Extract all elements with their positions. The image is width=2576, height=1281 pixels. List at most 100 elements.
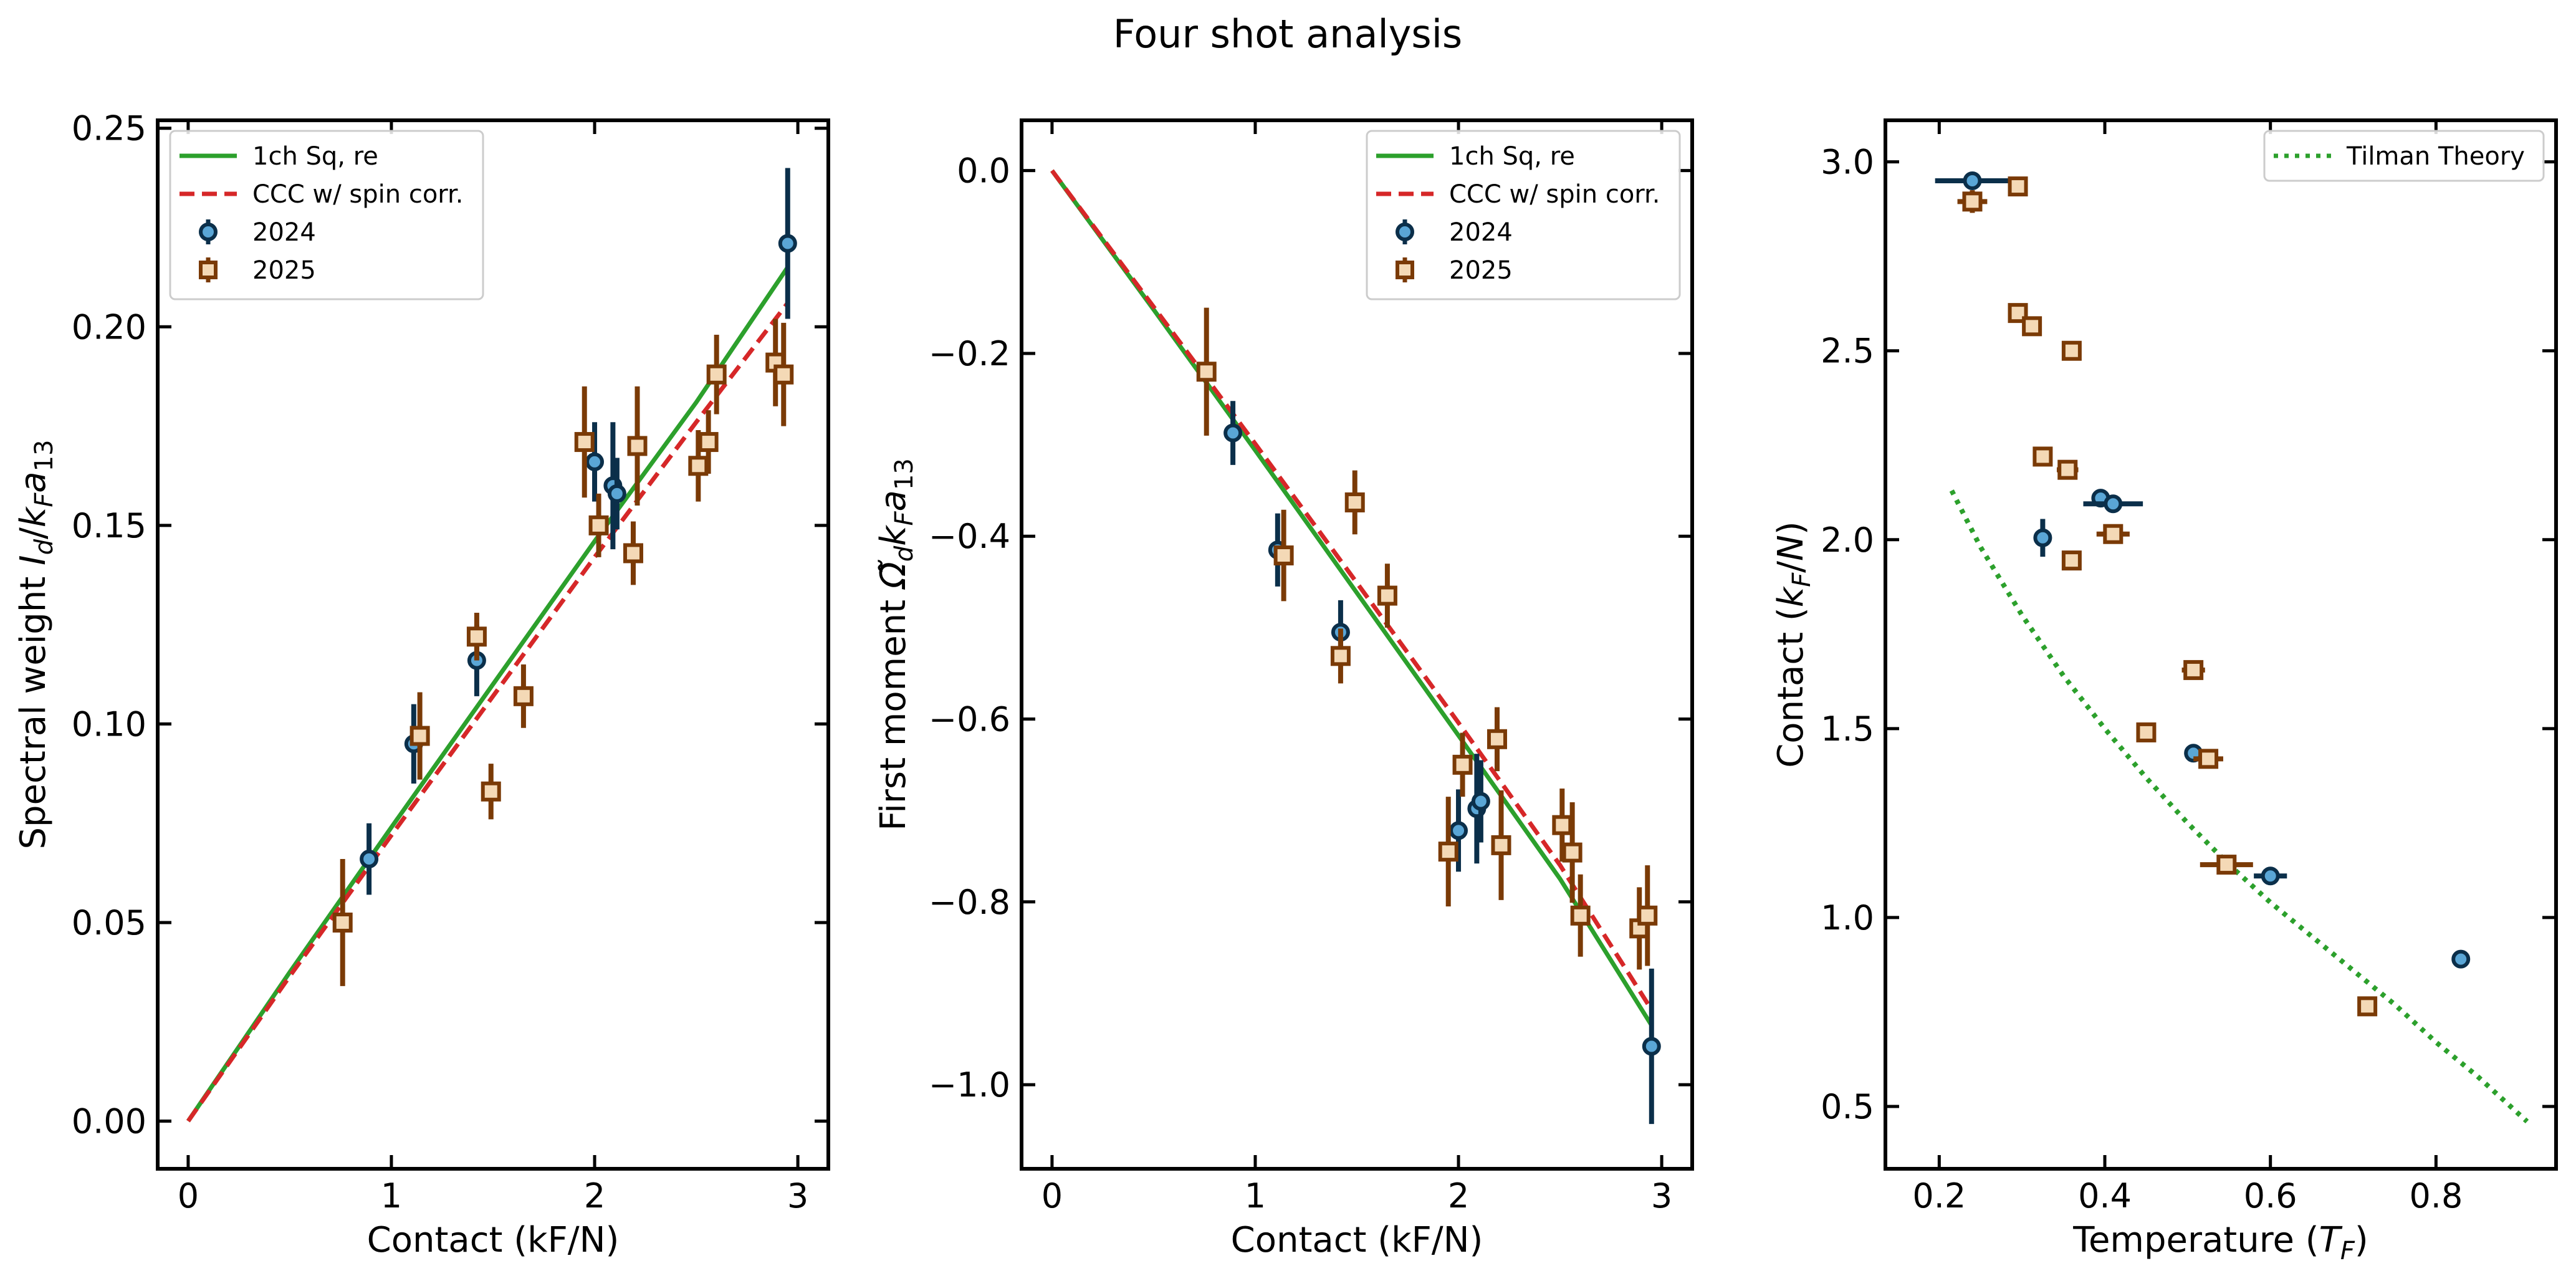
legend-label: Tilman Theory [2346,142,2525,171]
data-point-2025 [698,432,719,453]
x-tick-label: 0 [1041,1176,1063,1216]
x-tick-label: 1 [1245,1176,1266,1216]
data-point-2025 [627,436,648,456]
data-point-2024 [778,234,797,253]
data-point-2025 [2033,446,2053,467]
panel-first-moment: Contact (kF/N) First moment Ω̃dkFa13 0 1 2… [873,118,1694,1260]
y-tick-label: 0.15 [72,506,146,545]
data-point-2024 [1963,171,1982,190]
y-tick-label: −0.8 [929,883,1010,922]
data-point-2025 [2357,996,2378,1017]
line-layer [1050,169,1654,1027]
data-point-2024 [360,850,379,869]
data-point-2025 [588,515,609,535]
line-layer [186,266,790,1123]
data-point-2025 [2198,749,2219,769]
legend-label: 2025 [1449,256,1513,285]
data-point-2024 [1471,792,1490,811]
legend-frame [169,130,484,300]
legend-label: 2025 [252,256,316,285]
y-tick-label: 0.20 [72,307,146,347]
point-layer [1196,307,1661,1125]
x-tick-label: 0.8 [2409,1176,2463,1216]
data-point-2025 [1330,646,1351,666]
y-tick-label: 0.5 [1821,1087,1874,1126]
x-tick-label: 2 [1448,1176,1469,1216]
y-tick-label: 0.25 [72,109,146,148]
series-line [1050,169,1654,1027]
x-tick-label: 1 [381,1176,402,1216]
y-tick-label: 1.5 [1821,709,1874,749]
legend-frame [2263,130,2545,182]
legend-label: 2024 [1449,218,1513,247]
legend-swatch-2024 [1396,223,1414,241]
legend: 1ch Sq, re CCC w/ spin corr. 2024 2025 [169,130,484,300]
data-point-2025 [2061,340,2082,361]
y-tick-label: 0.10 [72,704,146,744]
data-point-2025 [2136,722,2157,742]
data-point-2025 [2008,176,2028,197]
data-point-2025 [1491,835,1511,855]
legend-frame [1366,130,1681,300]
data-point-2025 [481,781,501,802]
data-point-2025 [1196,362,1217,382]
data-point-2025 [623,543,643,564]
panel-first-moment-frame [1020,118,1694,1171]
data-point-2024 [2451,949,2471,969]
data-point-2025 [688,456,709,476]
legend-swatch-2025 [199,261,218,279]
data-point-2025 [1570,905,1591,926]
data-point-2025 [2183,660,2204,680]
data-point-2025 [1344,492,1365,512]
x-tick-label: 0.4 [2078,1176,2132,1216]
data-point-2025 [1487,729,1507,749]
data-point-2025 [1273,545,1294,566]
tick-layer: 0 1 2 3 0.00 0.05 0.10 0.15 0.20 0.25 [72,109,828,1216]
y-tick-label: −1.0 [929,1065,1010,1105]
data-point-2025 [1377,585,1397,606]
y-tick-label: 2.0 [1821,521,1874,560]
legend-label: CCC w/ spin corr. [252,180,464,209]
data-point-2025 [574,432,595,453]
panel-contact-vs-temperature-frame [1884,118,2558,1171]
legend-label: CCC w/ spin corr. [1449,180,1660,209]
data-point-2025 [409,726,430,746]
data-point-2024 [2104,494,2123,514]
tick-layer: 0 1 2 3 0.0 −0.2 −0.4 −0.6 −0.8 −1.0 [929,120,1692,1216]
x-tick-label: 0.2 [1912,1176,1966,1216]
y-tick-label: 0.00 [72,1102,146,1141]
x-axis-label: Contact (kF/N) [1231,1220,1483,1260]
legend-label: 1ch Sq, re [1449,142,1575,171]
y-tick-label: 1.0 [1821,898,1874,938]
legend-swatch-2024 [199,223,218,241]
data-point-2025 [1637,905,1658,926]
data-point-2024 [1449,821,1468,840]
y-axis-label: First moment Ω̃dkFa13 [873,458,919,831]
x-tick-label: 3 [1651,1176,1672,1216]
point-layer [332,168,797,986]
y-axis-label: Spectral weight Id/kFa13 [13,439,59,849]
y-tick-label: −0.6 [929,700,1010,739]
data-point-2024 [2261,866,2280,886]
series-line [186,266,790,1123]
data-point-2025 [2103,524,2124,544]
data-point-2024 [1223,423,1243,443]
data-point-2025 [1452,754,1473,775]
data-point-2025 [513,686,534,706]
y-tick-label: 2.5 [1821,332,1874,371]
x-axis-label: Temperature (TF) [2072,1220,2368,1265]
x-tick-label: 3 [787,1176,808,1216]
legend: Tilman Theory [2263,130,2545,182]
panel-spectral-weight: Contact (kF/N) Spectral weight Id/kFa13 … [13,109,830,1260]
y-axis-label: Contact (kF/N) [1771,521,1816,768]
y-tick-label: 3.0 [1821,143,1874,182]
panel-spectral-weight-frame [156,118,830,1171]
data-point-2024 [607,484,626,503]
x-tick-label: 0 [178,1176,199,1216]
data-point-2024 [1642,1037,1661,1056]
line-layer [1949,489,2529,1124]
data-point-2025 [773,364,794,385]
panel-contact-vs-temperature: Temperature (TF) Contact (kF/N) 0.2 0.4 0.… [1771,118,2558,1265]
y-tick-label: −0.4 [929,517,1010,556]
